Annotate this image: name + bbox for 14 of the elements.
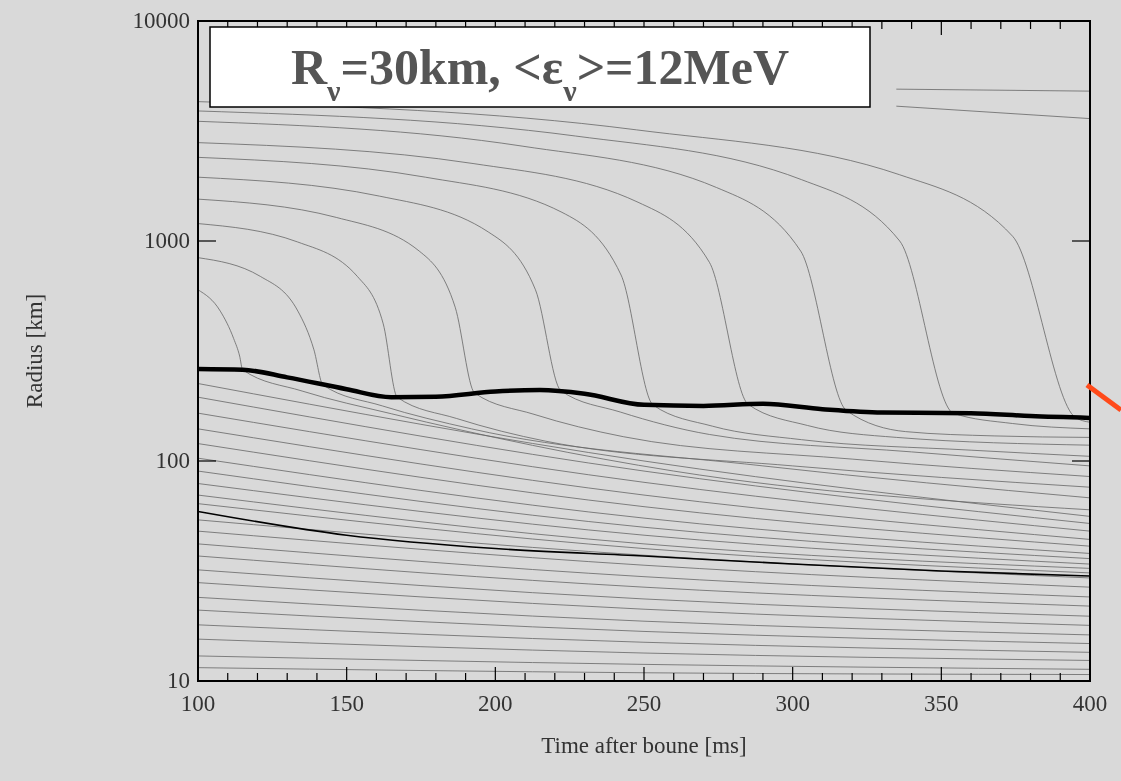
x-tick-label: 200 xyxy=(478,691,513,717)
y-tick-label: 100 xyxy=(155,448,190,474)
x-tick-label: 350 xyxy=(924,691,959,717)
x-tick-label: 300 xyxy=(775,691,810,717)
x-axis-title: Time after boune [ms] xyxy=(541,733,747,758)
x-tick-label: 100 xyxy=(180,691,216,717)
x-tick-label: 150 xyxy=(329,691,364,717)
y-tick-label: 10000 xyxy=(132,8,190,34)
x-tick-label: 400 xyxy=(1072,691,1108,717)
y-tick-label: 1000 xyxy=(144,228,190,254)
x-tick-label: 250 xyxy=(626,691,662,717)
y-tick-label: 10 xyxy=(167,668,190,694)
text: R$_{ν}$=30km, <ε$_{ν}$>=12MeV xyxy=(290,39,790,107)
y-axis-title: Radius [km] xyxy=(22,293,47,409)
